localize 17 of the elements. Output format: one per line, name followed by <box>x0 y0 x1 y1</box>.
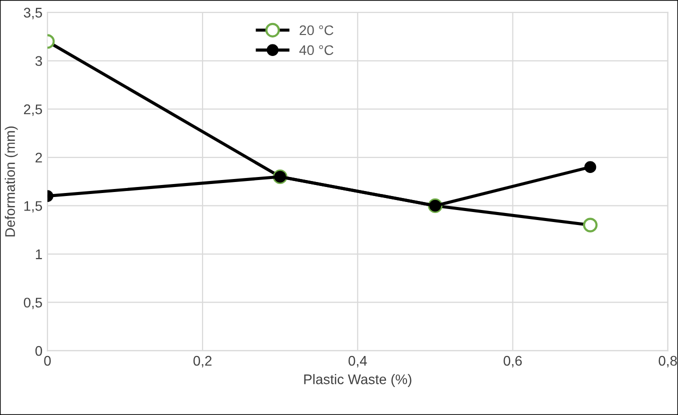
y-axis-title: Deformation (mm) <box>4 126 18 236</box>
y-tick-label: 3 <box>35 56 42 66</box>
y-tick-label: 1,5 <box>24 201 42 213</box>
y-tick-label: 2,5 <box>24 104 42 116</box>
y-tick-label: 1 <box>36 250 42 260</box>
y-tick-label: 2 <box>36 152 42 162</box>
x-tick-label: 0,8 <box>658 356 677 368</box>
x-tick-label: 0,6 <box>504 356 522 368</box>
y-tick-label: 0 <box>35 346 42 356</box>
x-tick-label: 0,2 <box>193 356 212 368</box>
x-axis-title: Plastic Waste (%) <box>304 374 412 387</box>
y-tick-label: 0,5 <box>24 298 42 310</box>
legend-label: 20 °C <box>300 25 334 36</box>
y-tick-label: 3,5 <box>24 8 42 20</box>
x-tick-label: 0 <box>44 356 51 366</box>
x-tick-label: 0,4 <box>348 356 367 368</box>
legend-label: 40 °C <box>299 45 334 56</box>
